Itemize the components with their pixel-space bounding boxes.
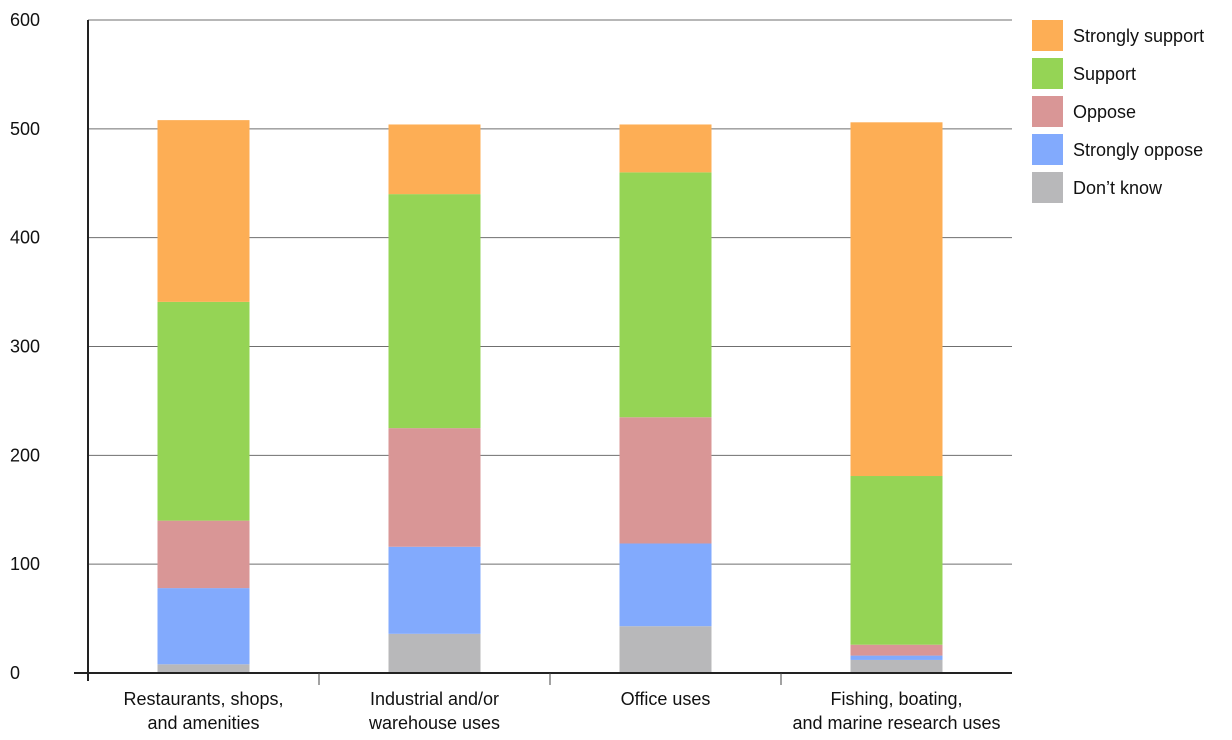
y-axis-ticks: 0 100 200 300 400 500 600 xyxy=(10,10,40,683)
x-category-label-line: Industrial and/or xyxy=(370,689,499,709)
legend-label: Support xyxy=(1073,64,1136,84)
bar-segment xyxy=(619,543,712,627)
x-category-label: Fishing, boating, and marine research use… xyxy=(792,689,1000,733)
y-tick-label: 300 xyxy=(10,337,40,357)
bar-segment xyxy=(619,626,712,673)
bar-segment xyxy=(388,546,481,634)
legend-label: Strongly support xyxy=(1073,26,1204,46)
bar-segment xyxy=(157,120,250,302)
y-tick-label: 200 xyxy=(10,445,40,465)
x-category-label: Restaurants, shops, and amenities xyxy=(123,689,283,733)
y-tick-label: 100 xyxy=(10,554,40,574)
bar-segment xyxy=(850,655,943,660)
bar-segment xyxy=(850,122,943,477)
x-axis-labels: Restaurants, shops, and amenities Industri… xyxy=(123,689,1000,733)
x-category-label-line: and amenities xyxy=(147,713,259,733)
bars xyxy=(157,120,943,673)
bar-segment xyxy=(850,476,943,645)
bar-segment xyxy=(619,172,712,418)
bar-segment xyxy=(388,124,481,195)
bar-segment xyxy=(388,633,481,673)
bar-segment xyxy=(619,417,712,544)
legend: Strongly support Support Oppose Strongly op… xyxy=(1032,20,1204,203)
x-category-label: Office uses xyxy=(621,689,711,709)
bar-segment xyxy=(157,301,250,521)
bar-segment xyxy=(850,644,943,656)
bar-segment xyxy=(388,428,481,547)
x-category-label-line: Fishing, boating, xyxy=(830,689,962,709)
bar-segment xyxy=(157,588,250,665)
y-tick-label: 400 xyxy=(10,228,40,248)
x-category-label-line: Restaurants, shops, xyxy=(123,689,283,709)
bar-segment xyxy=(850,659,943,673)
legend-swatch xyxy=(1032,20,1063,51)
legend-swatch xyxy=(1032,172,1063,203)
y-tick-label: 0 xyxy=(10,663,20,683)
bar-segment xyxy=(619,124,712,173)
bar-segment xyxy=(388,194,481,429)
y-tick-label: 500 xyxy=(10,119,40,139)
bar-segment xyxy=(157,664,250,673)
legend-label: Strongly oppose xyxy=(1073,140,1203,160)
axes xyxy=(74,20,1012,685)
legend-swatch xyxy=(1032,58,1063,89)
y-tick-label: 600 xyxy=(10,10,40,30)
x-category-label-line: warehouse uses xyxy=(368,713,500,733)
x-category-label-line: and marine research uses xyxy=(792,713,1000,733)
legend-swatch xyxy=(1032,134,1063,165)
x-category-label: Industrial and/or warehouse uses xyxy=(368,689,500,733)
legend-label: Oppose xyxy=(1073,102,1136,122)
bar-segment xyxy=(157,520,250,589)
legend-swatch xyxy=(1032,96,1063,127)
legend-label: Don’t know xyxy=(1073,178,1163,198)
x-category-label-line: Office uses xyxy=(621,689,711,709)
